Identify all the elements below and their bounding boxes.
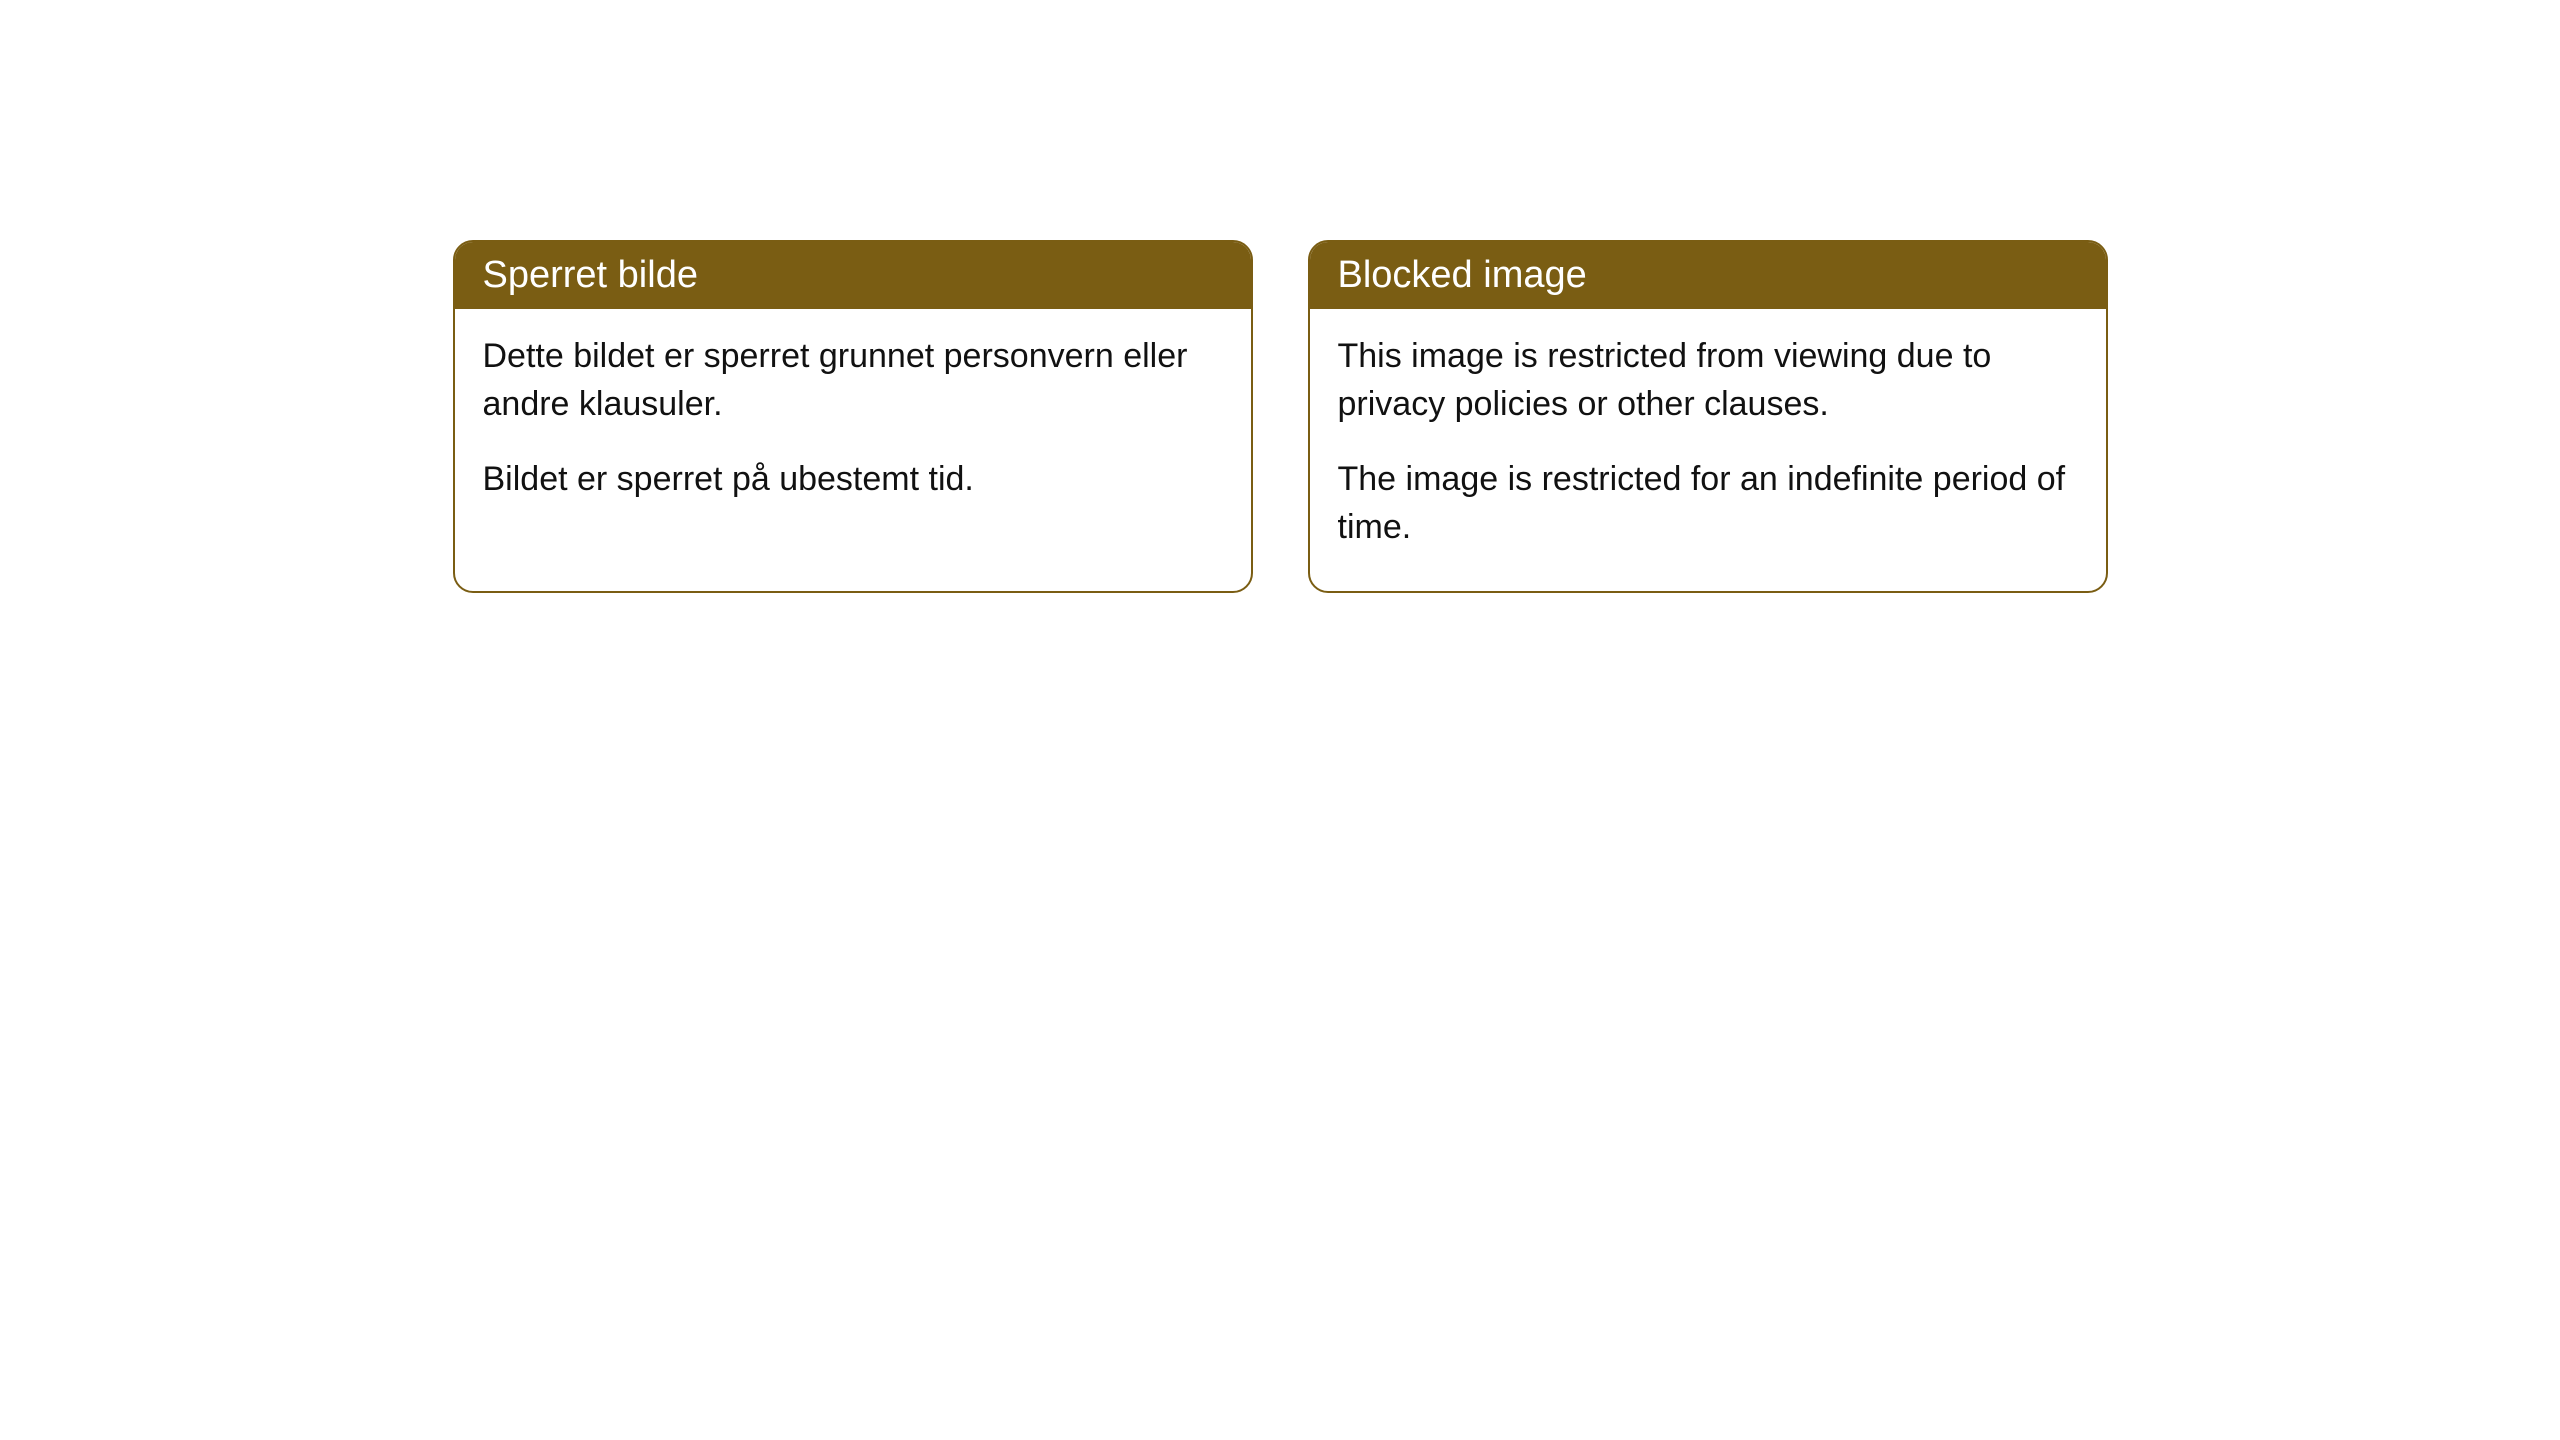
card-paragraph-2-english: The image is restricted for an indefinit…: [1338, 456, 2078, 551]
card-title-english: Blocked image: [1338, 254, 1587, 296]
card-norwegian: Sperret bilde Dette bildet er sperret gr…: [453, 240, 1253, 593]
card-english: Blocked image This image is restricted f…: [1308, 240, 2108, 593]
card-paragraph-1-norwegian: Dette bildet er sperret grunnet personve…: [483, 333, 1223, 428]
cards-container: Sperret bilde Dette bildet er sperret gr…: [0, 240, 2560, 593]
card-body-norwegian: Dette bildet er sperret grunnet personve…: [455, 309, 1251, 544]
card-paragraph-2-norwegian: Bildet er sperret på ubestemt tid.: [483, 456, 1223, 504]
card-header-norwegian: Sperret bilde: [455, 242, 1251, 309]
card-paragraph-1-english: This image is restricted from viewing du…: [1338, 333, 2078, 428]
card-header-english: Blocked image: [1310, 242, 2106, 309]
card-title-norwegian: Sperret bilde: [483, 254, 698, 296]
card-body-english: This image is restricted from viewing du…: [1310, 309, 2106, 591]
